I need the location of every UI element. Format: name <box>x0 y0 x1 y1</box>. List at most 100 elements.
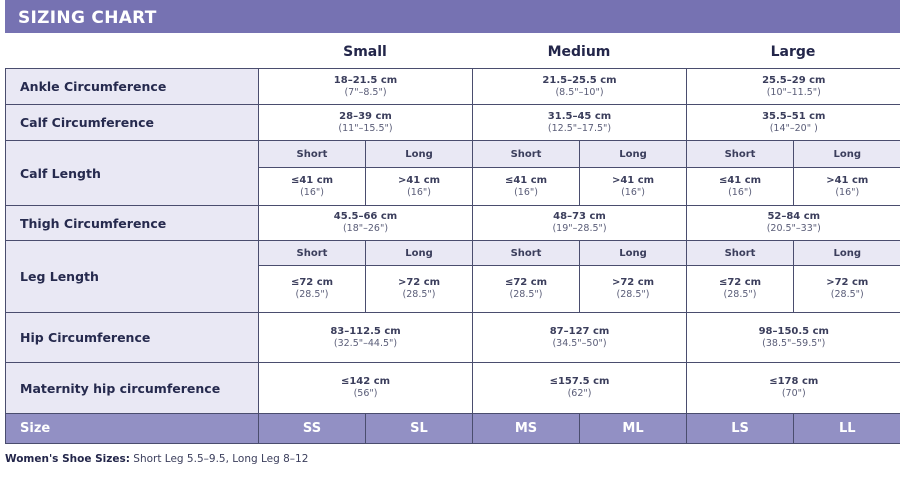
value-in: (20.5"–33") <box>766 223 821 234</box>
sublabel-long: Long <box>364 140 474 168</box>
cell-calf-length-ls: ≤41 cm (16") <box>686 167 795 206</box>
sublabel-short: Short <box>258 140 366 168</box>
value-in: (28.5") <box>723 289 757 300</box>
value-cm: >72 cm <box>611 277 655 288</box>
cell-leg-length-ms: ≤72 cm (28.5") <box>472 265 581 313</box>
size-code-ss: SS <box>258 413 366 444</box>
table-row-maternity-hip: Maternity hip circumference ≤142 cm (56"… <box>5 362 900 414</box>
table-row-thigh: Thigh Circumference 45.5–66 cm (18"–26")… <box>5 205 900 241</box>
row-label-hip: Hip Circumference <box>5 312 259 363</box>
sublabel-long: Long <box>793 240 900 266</box>
footnote-text: Short Leg 5.5–9.5, Long Leg 8–12 <box>129 453 309 465</box>
value-in: (28.5") <box>295 289 329 300</box>
value-in: (14"–20" ) <box>769 122 818 134</box>
value-cm: 25.5–29 cm <box>762 74 826 86</box>
cell-thigh-large: 52–84 cm (20.5"–33") <box>686 205 900 241</box>
cell-calf-circ-medium: 31.5–45 cm (12.5"–17.5") <box>472 104 688 141</box>
cell-calf-circ-small: 28–39 cm (11"–15.5") <box>257 104 474 141</box>
value-in: (18"–26") <box>342 223 389 234</box>
size-code-ms: MS <box>472 413 581 444</box>
value-cm: 28–39 cm <box>339 110 392 122</box>
sizing-table: Ankle Circumference 18–21.5 cm (7"–8.5")… <box>5 68 900 444</box>
cell-calf-length-ms: ≤41 cm (16") <box>472 167 581 206</box>
value-cm: ≤142 cm <box>340 376 391 387</box>
size-code-ll: LL <box>793 413 900 444</box>
cell-thigh-medium: 48–73 cm (19"–28.5") <box>472 205 688 241</box>
cell-calf-length-ll: >41 cm (16") <box>793 167 900 206</box>
value-in: (16") <box>728 186 752 198</box>
sublabel-long: Long <box>579 140 688 168</box>
value-cm: 31.5–45 cm <box>547 110 612 122</box>
value-cm: 83–112.5 cm <box>330 325 401 337</box>
cell-leg-length-ml: >72 cm (28.5") <box>579 265 688 313</box>
value-cm: ≤41 cm <box>504 174 548 186</box>
table-row-calf-length-values: ≤41 cm (16") >41 cm (16") ≤41 cm (16") >… <box>6 167 900 206</box>
row-label-calf-circumference: Calf Circumference <box>5 104 259 141</box>
size-header-large: Large <box>770 44 816 60</box>
value-in: (28.5") <box>509 289 543 300</box>
cell-thigh-small: 45.5–66 cm (18"–26") <box>257 205 474 241</box>
cell-leg-length-ll: >72 cm (28.5") <box>793 265 900 313</box>
value-cm: 98–150.5 cm <box>758 325 829 337</box>
value-cm: 21.5–25.5 cm <box>542 74 617 86</box>
sublabel-short: Short <box>686 240 795 266</box>
sublabel-long: Long <box>579 240 688 266</box>
cell-maternity-hip-medium: ≤157.5 cm (62") <box>472 362 688 414</box>
value-cm: >41 cm <box>826 174 869 186</box>
sublabel-long: Long <box>364 240 474 266</box>
table-row-hip: Hip Circumference 83–112.5 cm (32.5"–44.… <box>5 312 900 363</box>
value-cm: >41 cm <box>611 174 655 186</box>
value-in: (8.5"–10") <box>555 86 604 98</box>
cell-leg-length-ls: ≤72 cm (28.5") <box>686 265 795 313</box>
value-in: (62") <box>567 388 592 399</box>
value-in: (16") <box>407 186 431 198</box>
cell-maternity-hip-small: ≤142 cm (56") <box>257 362 474 414</box>
row-label-thigh: Thigh Circumference <box>5 205 259 241</box>
cell-ankle-small: 18–21.5 cm (7"–8.5") <box>257 68 474 105</box>
value-cm: 35.5–51 cm <box>762 110 826 122</box>
value-in: (38.5"–59.5") <box>762 337 826 349</box>
value-cm: ≤41 cm <box>718 174 762 186</box>
cell-calf-length-ml: >41 cm (16") <box>579 167 688 206</box>
row-label-calf-length: Calf Length <box>5 140 259 206</box>
value-in: (34.5"–50") <box>552 337 607 349</box>
value-in: (11"–15.5") <box>338 122 393 134</box>
value-in: (16") <box>514 186 538 198</box>
sublabel-short: Short <box>258 240 366 266</box>
cell-maternity-hip-large: ≤178 cm (70") <box>686 362 900 414</box>
value-in: (28.5") <box>402 289 436 300</box>
value-in: (12.5"–17.5") <box>547 122 612 134</box>
value-in: (28.5") <box>616 289 650 300</box>
value-cm: ≤72 cm <box>504 277 548 288</box>
size-code-ml: ML <box>579 413 688 444</box>
value-cm: >72 cm <box>826 277 869 288</box>
value-cm: >41 cm <box>397 174 441 186</box>
value-in: (10"–11.5") <box>766 86 821 98</box>
footnote-label: Women's Shoe Sizes: <box>5 453 130 465</box>
table-row-ankle: Ankle Circumference 18–21.5 cm (7"–8.5")… <box>5 68 900 105</box>
cell-hip-large: 98–150.5 cm (38.5"–59.5") <box>686 312 900 363</box>
value-cm: ≤178 cm <box>769 376 819 387</box>
row-label-ankle: Ankle Circumference <box>5 68 259 105</box>
page-title: SIZING CHART <box>5 0 900 33</box>
sublabel-short: Short <box>472 140 581 168</box>
sublabel-short: Short <box>472 240 581 266</box>
cell-calf-length-ss: ≤41 cm (16") <box>258 167 366 206</box>
cell-leg-length-sl: >72 cm (28.5") <box>364 265 474 313</box>
shoe-size-footnote: Women's Shoe Sizes: Short Leg 5.5–9.5, L… <box>5 453 308 465</box>
cell-hip-small: 83–112.5 cm (32.5"–44.5") <box>257 312 474 363</box>
cell-ankle-large: 25.5–29 cm (10"–11.5") <box>686 68 900 105</box>
value-cm: 87–127 cm <box>549 325 610 337</box>
size-header-small: Small <box>343 44 387 60</box>
cell-calf-circ-large: 35.5–51 cm (14"–20" ) <box>686 104 900 141</box>
value-in: (19"–28.5") <box>552 223 607 234</box>
cell-leg-length-ss: ≤72 cm (28.5") <box>258 265 366 313</box>
sublabel-long: Long <box>793 140 900 168</box>
size-code-sl: SL <box>364 413 474 444</box>
value-cm: ≤157.5 cm <box>549 376 610 387</box>
row-label-leg-length: Leg Length <box>5 240 259 313</box>
value-cm: 52–84 cm <box>767 211 821 222</box>
value-cm: 18–21.5 cm <box>333 74 398 86</box>
row-label-maternity-hip: Maternity hip circumference <box>5 362 259 414</box>
size-header-medium: Medium <box>547 44 611 60</box>
